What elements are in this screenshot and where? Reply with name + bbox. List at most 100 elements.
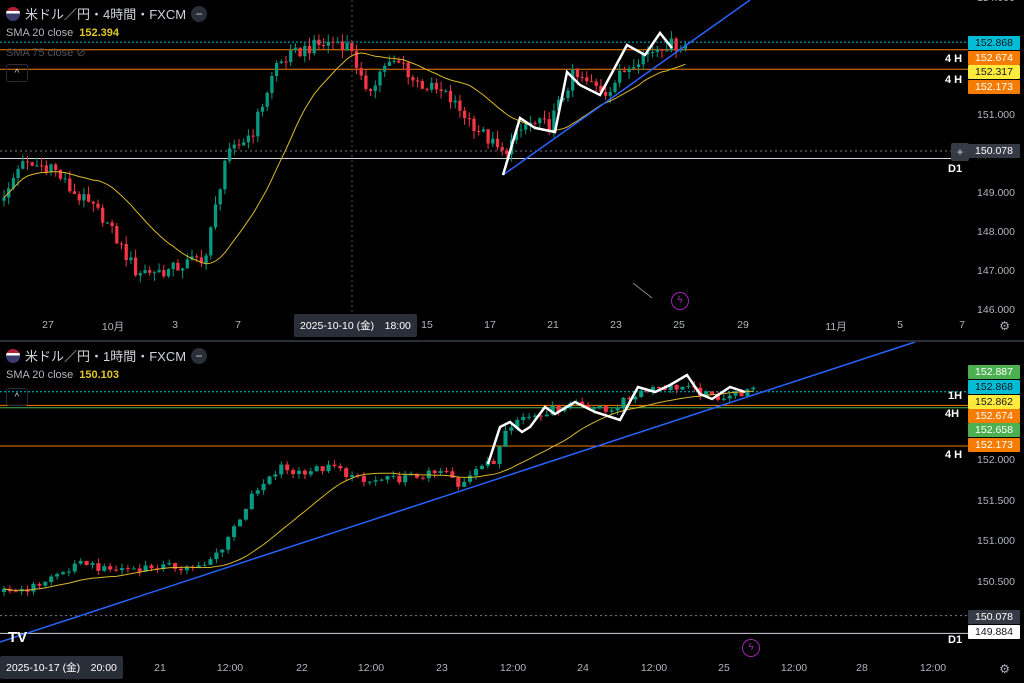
settings-gear-icon[interactable]: ⚙ [999, 662, 1010, 676]
candle-body [82, 194, 86, 201]
candle-body [603, 92, 608, 96]
sma75-legend[interactable]: SMA 75 close ⊘ [6, 46, 86, 59]
candle-body [289, 50, 293, 63]
candle-body [662, 388, 667, 390]
sma20-legend[interactable]: SMA 20 close 150.103 [6, 369, 119, 381]
candle-body [608, 92, 612, 96]
price-tag: 152.862 [968, 395, 1020, 409]
price-plot-4h[interactable] [0, 0, 968, 313]
candle-body [655, 49, 659, 52]
candle-body [575, 69, 580, 77]
candle-body [521, 416, 526, 420]
candle-body [237, 144, 241, 146]
zigzag-line [501, 30, 673, 176]
candle-body [450, 471, 455, 478]
candle-body [16, 168, 20, 179]
price-axis-label: 148.000 [977, 226, 1015, 238]
candle-body [161, 564, 166, 570]
tradingview-logo[interactable]: TV [8, 629, 28, 646]
collapse-legend-button[interactable]: ^ [6, 388, 28, 406]
candle-body [105, 222, 110, 224]
price-tag: 152.674 [968, 51, 1020, 65]
candle-body [350, 475, 355, 477]
chart-pane-1h[interactable]: 米ドル／円・1時間・FXCM − SMA 20 close 150.103 ^ TV… [0, 340, 1024, 683]
lightning-icon[interactable]: ϟ [742, 639, 760, 657]
candle-body [373, 85, 377, 91]
candle-body [39, 165, 44, 167]
candle-body [491, 138, 495, 144]
candle-body [331, 41, 335, 43]
candle-body [180, 268, 185, 271]
symbol-title[interactable]: 米ドル／円・1時間・FXCM [25, 349, 187, 364]
candle-body [580, 401, 585, 405]
candle-body [96, 563, 101, 571]
candle-body [392, 60, 396, 62]
minus-icon[interactable]: − [191, 347, 208, 364]
minus-icon[interactable]: − [191, 5, 208, 22]
candle-body [178, 568, 184, 571]
candle-body [656, 386, 661, 389]
chart-pane-4h[interactable]: 米ドル／円・4時間・FXCM − SMA 20 close 152.394 SMA … [0, 0, 1024, 338]
candle-body [213, 204, 218, 228]
candle-body [591, 408, 597, 410]
candle-body [550, 405, 555, 415]
candle-body [556, 405, 561, 412]
candle-body [96, 203, 100, 208]
time-axis-label: 12:00 [780, 662, 808, 674]
candle-body [686, 385, 691, 387]
candle-body [636, 64, 641, 68]
candle-body [321, 44, 326, 46]
candle-body [176, 262, 180, 271]
candle-body [124, 243, 128, 261]
candle-body [698, 387, 703, 397]
candle-body [709, 391, 715, 395]
candle-body [202, 564, 207, 566]
time-axis-label: 11月 [825, 321, 847, 333]
candle-body [397, 475, 402, 483]
candle-body [364, 75, 368, 89]
candle-body [270, 75, 274, 93]
symbol-legend: 米ドル／円・4時間・FXCM − [6, 4, 208, 23]
add-plus-icon[interactable]: + [951, 143, 969, 161]
candle-body [383, 65, 387, 72]
candle-body [261, 483, 266, 491]
candle-body [195, 256, 199, 258]
candle-body [532, 415, 538, 417]
settings-gear-icon[interactable]: ⚙ [999, 319, 1010, 333]
price-axis-label: 151.000 [977, 109, 1015, 121]
sma20-legend[interactable]: SMA 20 close 152.394 [6, 27, 119, 39]
candle-body [119, 568, 125, 571]
price-plot-1h[interactable] [0, 342, 968, 655]
candle-body [209, 227, 213, 256]
eye-hidden-icon[interactable]: ⊘ [76, 47, 86, 59]
candle-body [77, 194, 81, 201]
zigzag-line [486, 373, 746, 465]
price-tag: 149.884 [968, 625, 1020, 639]
candle-body [745, 389, 750, 397]
lightning-icon[interactable]: ϟ [671, 292, 689, 310]
candle-body [49, 576, 54, 582]
timeframe-label: D1 [948, 634, 963, 646]
candle-body [108, 566, 113, 570]
candle-body [129, 257, 133, 261]
sma20-value: 150.103 [79, 369, 120, 381]
collapse-legend-button[interactable]: ^ [6, 64, 28, 82]
candle-body [326, 41, 330, 46]
candle-body [101, 207, 105, 223]
time-axis-label: 12:00 [357, 662, 385, 674]
candle-body [715, 394, 720, 400]
candle-body [307, 45, 312, 54]
candle-body [312, 39, 316, 54]
candle-body [503, 430, 508, 447]
symbol-legend: 米ドル／円・1時間・FXCM − [6, 346, 208, 365]
candle-body [542, 118, 547, 120]
candle-body [385, 476, 390, 480]
candle-body [599, 85, 603, 93]
timeframe-label: 4 H [945, 53, 963, 65]
trendline [0, 342, 916, 643]
candle-body [344, 468, 349, 477]
symbol-title[interactable]: 米ドル／円・4時間・FXCM [25, 7, 187, 22]
candle-body [204, 255, 208, 264]
annotation-stroke [632, 282, 653, 299]
candle-body [291, 470, 296, 475]
